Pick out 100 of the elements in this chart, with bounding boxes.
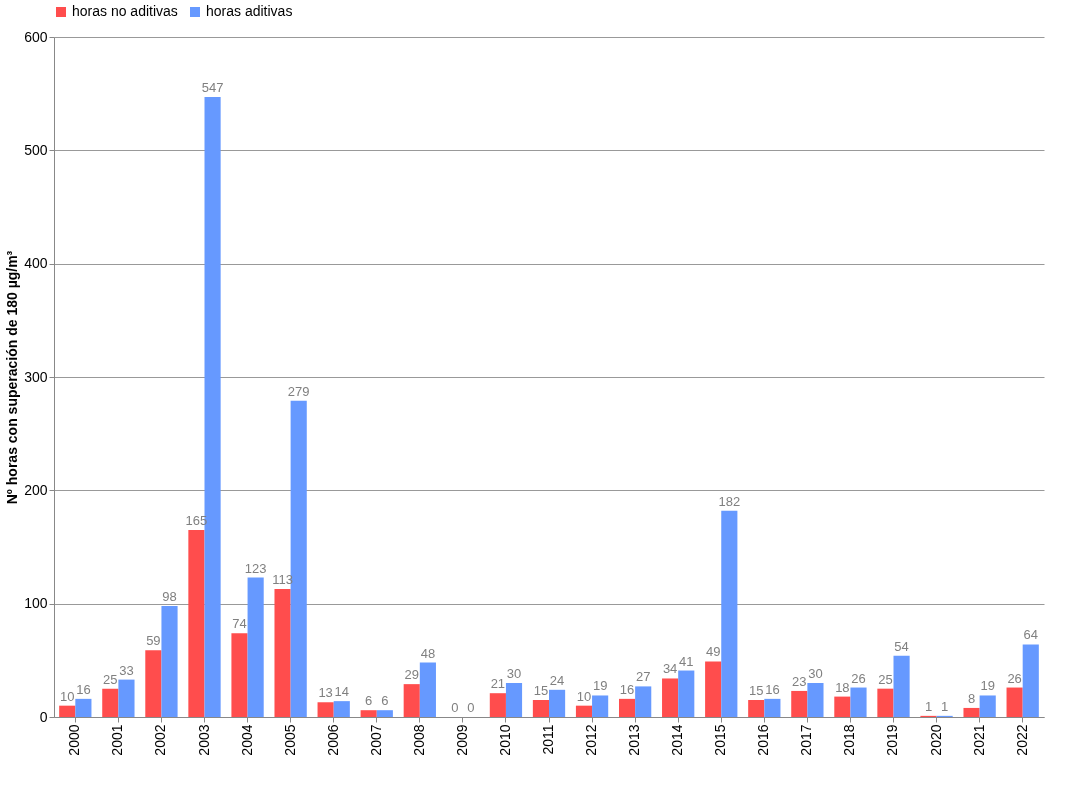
bar xyxy=(893,655,910,717)
bar xyxy=(791,690,808,717)
bar xyxy=(1006,687,1023,717)
data-label: 10 xyxy=(60,688,75,704)
bar xyxy=(678,670,695,717)
bar xyxy=(145,650,162,717)
data-label: 33 xyxy=(119,662,134,678)
data-label: 64 xyxy=(1023,627,1038,643)
data-label: 24 xyxy=(549,672,565,688)
x-tick-label: 2014 xyxy=(669,724,686,756)
bar xyxy=(635,686,652,717)
data-label: 15 xyxy=(533,683,549,698)
data-label: 25 xyxy=(103,671,118,687)
data-label: 1 xyxy=(941,698,949,714)
data-label: 49 xyxy=(705,644,721,660)
data-label: 34 xyxy=(662,661,678,677)
data-label: 54 xyxy=(894,638,909,654)
x-tick-label: 2018 xyxy=(841,724,858,756)
data-label: 27 xyxy=(635,669,651,685)
x-tick-label: 2002 xyxy=(152,724,169,756)
bar xyxy=(807,683,824,717)
bar xyxy=(102,688,119,717)
data-label: 13 xyxy=(318,685,333,701)
bar xyxy=(188,530,205,717)
bar xyxy=(877,688,894,717)
data-label: 25 xyxy=(878,671,893,687)
y-tick-label: 0 xyxy=(39,708,48,725)
x-tick-label: 2001 xyxy=(109,724,126,756)
legend-label: horas aditivas xyxy=(206,3,293,19)
bar xyxy=(549,689,566,717)
bar xyxy=(489,693,506,717)
data-label: 0 xyxy=(451,700,459,715)
bar xyxy=(59,705,76,717)
bar xyxy=(403,684,420,717)
bar xyxy=(247,577,264,717)
data-label: 16 xyxy=(619,681,635,697)
x-tick-label: 2004 xyxy=(238,724,255,756)
x-tick-label: 2013 xyxy=(626,724,643,756)
bar xyxy=(764,698,781,717)
data-label: 6 xyxy=(365,693,373,709)
bar xyxy=(748,700,765,717)
data-label: 6 xyxy=(381,693,389,709)
x-tick-label: 2005 xyxy=(281,724,298,756)
data-label: 48 xyxy=(420,645,436,661)
y-tick-label: 100 xyxy=(24,595,48,612)
data-label: 279 xyxy=(287,383,310,399)
data-label: 0 xyxy=(467,700,475,715)
bar xyxy=(575,705,593,717)
bar xyxy=(118,679,135,717)
bar xyxy=(1022,644,1039,717)
data-label: 18 xyxy=(835,679,850,695)
bar xyxy=(850,687,867,717)
x-tick-label: 2003 xyxy=(195,724,212,756)
data-label: 16 xyxy=(765,681,780,697)
x-tick-label: 2008 xyxy=(410,724,427,756)
data-label: 123 xyxy=(244,560,267,576)
y-tick-label: 200 xyxy=(24,481,48,498)
bar xyxy=(360,710,377,717)
bar xyxy=(419,662,436,717)
bar xyxy=(161,605,178,717)
x-tick-label: 2020 xyxy=(927,724,944,756)
data-label: 29 xyxy=(404,667,419,683)
x-tick-label: 2000 xyxy=(66,724,83,756)
y-tick-label: 500 xyxy=(24,141,48,158)
data-label: 19 xyxy=(592,678,608,694)
data-label: 547 xyxy=(201,80,224,96)
bar xyxy=(618,698,636,717)
data-label: 41 xyxy=(679,653,694,669)
data-label: 26 xyxy=(1007,670,1022,686)
data-label: 23 xyxy=(792,673,807,689)
bar xyxy=(963,707,980,717)
bar xyxy=(721,510,738,717)
bar xyxy=(662,678,679,717)
data-label: 8 xyxy=(967,690,976,706)
bar xyxy=(376,710,393,717)
x-tick-label: 2022 xyxy=(1013,724,1030,756)
y-tick-label: 400 xyxy=(24,255,48,272)
legend-label: horas no aditivas xyxy=(72,3,178,19)
x-tick-label: 2021 xyxy=(970,724,987,756)
x-tick-label: 2011 xyxy=(540,724,556,755)
bar xyxy=(333,701,350,717)
data-label: 15 xyxy=(749,683,764,698)
bar xyxy=(979,695,996,717)
bar xyxy=(75,698,92,717)
x-tick-label: 2006 xyxy=(324,724,341,756)
bar xyxy=(505,683,523,717)
data-label: 10 xyxy=(576,688,592,704)
x-tick-label: 2017 xyxy=(798,724,815,756)
x-tick-label: 2019 xyxy=(884,724,901,756)
data-label: 30 xyxy=(808,666,823,681)
x-tick-label: 2009 xyxy=(453,724,470,756)
bar xyxy=(231,633,248,717)
bar xyxy=(592,695,609,717)
y-tick-label: 600 xyxy=(24,28,48,45)
data-label: 21 xyxy=(490,676,506,692)
y-tick-label: 300 xyxy=(24,368,48,385)
data-label: 26 xyxy=(851,670,866,686)
data-label: 19 xyxy=(980,678,995,694)
data-label: 14 xyxy=(334,684,349,700)
data-label: 98 xyxy=(162,588,177,604)
